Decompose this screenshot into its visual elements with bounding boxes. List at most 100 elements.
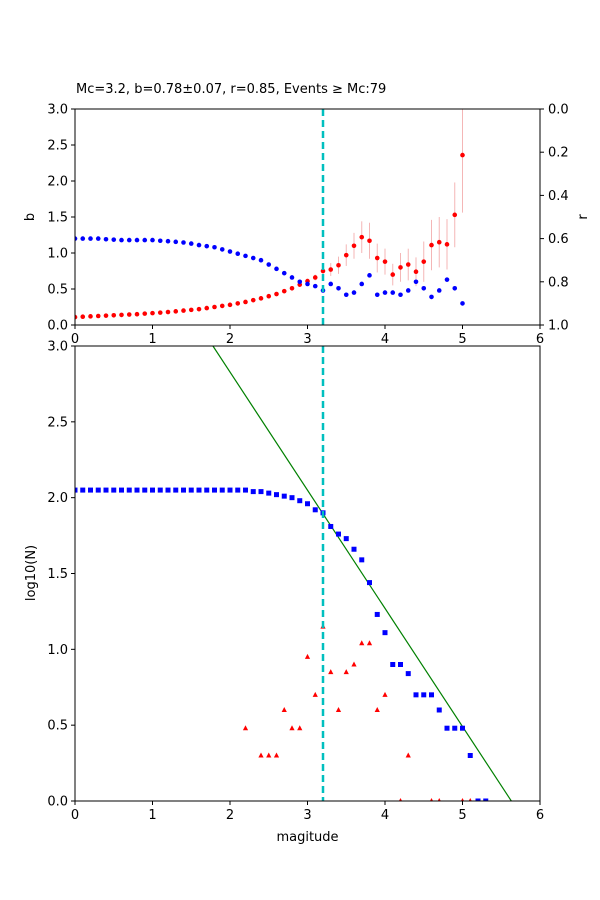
x-tick-label: 0 xyxy=(71,808,79,823)
data-point-square xyxy=(398,662,403,667)
data-point-square xyxy=(196,487,202,493)
data-point-r xyxy=(429,294,434,300)
x-tick-label: 2 xyxy=(226,332,234,347)
bottom-x-ticks: 0 1 2 3 4 5 6 xyxy=(71,801,544,823)
data-point-triangle xyxy=(289,725,295,731)
x-tick-label: 2 xyxy=(226,808,234,823)
data-point-square xyxy=(305,501,310,507)
x-tick-label: 4 xyxy=(381,332,389,347)
data-point-r xyxy=(274,266,279,272)
y-tick-label: 0.5 xyxy=(47,283,68,298)
data-point-square xyxy=(351,546,357,552)
data-point-square xyxy=(134,487,140,493)
data-point-r xyxy=(142,237,148,243)
top-right-axis-label: r xyxy=(576,214,591,220)
top-panel: Mc=3.2, b=0.78±0.07, r=0.85, Events ≥ Mc… xyxy=(23,82,591,347)
data-point-b xyxy=(266,293,272,299)
data-point-square xyxy=(150,487,155,493)
data-point-r xyxy=(111,237,117,242)
y-tick-label: 1.0 xyxy=(47,247,68,262)
y-tick-label-right: 0.2 xyxy=(548,146,569,161)
data-point-triangle xyxy=(343,669,349,675)
data-point-triangle xyxy=(297,725,303,731)
data-point-square xyxy=(359,557,365,563)
data-point-r xyxy=(390,290,396,295)
data-point-b xyxy=(274,291,279,297)
data-point-square xyxy=(475,798,481,801)
y-tick-label-right: 1.0 xyxy=(548,319,569,334)
data-point-b xyxy=(227,302,233,308)
data-point-b xyxy=(173,309,179,314)
data-point-b xyxy=(150,310,155,316)
data-point-square xyxy=(444,725,450,731)
data-point-r xyxy=(88,236,93,241)
data-point-square xyxy=(452,725,458,731)
data-point-square xyxy=(157,487,163,493)
x-tick-label: 5 xyxy=(458,808,466,823)
data-point-b xyxy=(367,238,372,244)
data-point-square xyxy=(142,487,148,493)
data-point-b xyxy=(88,314,93,319)
data-point-b xyxy=(212,304,217,310)
data-point-b xyxy=(398,265,403,270)
data-point-r xyxy=(212,244,217,250)
data-point-square xyxy=(111,487,117,493)
data-point-triangle xyxy=(429,798,434,801)
data-point-square xyxy=(336,531,341,537)
y-tick-label: 2.0 xyxy=(47,491,68,506)
top-panel-marks xyxy=(75,109,465,320)
data-point-triangle xyxy=(468,798,472,801)
data-point-triangle xyxy=(460,798,465,801)
y-tick-label-right: 0.0 xyxy=(548,103,569,118)
top-panel-title: Mc=3.2, b=0.78±0.07, r=0.85, Events ≥ Mc… xyxy=(76,82,386,97)
data-point-square xyxy=(460,725,465,731)
x-tick-label: 6 xyxy=(536,808,544,823)
data-point-square xyxy=(165,487,171,493)
y-tick-label-right: 0.4 xyxy=(548,189,569,204)
data-point-square xyxy=(88,487,93,493)
data-point-b xyxy=(243,299,248,305)
y-tick-label: 0.0 xyxy=(47,795,68,810)
data-point-r xyxy=(173,239,179,245)
data-point-r xyxy=(436,288,442,293)
data-point-triangle xyxy=(335,707,342,712)
data-point-triangle xyxy=(258,752,264,758)
data-point-b xyxy=(382,259,388,264)
top-y-ticks: 0.0 0.5 1.0 1.5 2.0 2.5 3.0 xyxy=(47,103,75,334)
data-point-b xyxy=(359,234,365,240)
data-point-b xyxy=(413,269,419,275)
data-point-triangle xyxy=(304,653,311,659)
data-point-r xyxy=(250,255,256,261)
data-point-triangle xyxy=(273,752,280,758)
data-point-square xyxy=(289,495,295,501)
data-point-r xyxy=(235,251,241,257)
data-point-square xyxy=(429,692,434,698)
data-point-r xyxy=(367,273,372,278)
data-point-r xyxy=(405,288,411,293)
data-point-r xyxy=(188,241,194,246)
data-point-square xyxy=(374,611,380,617)
data-point-b xyxy=(111,312,117,318)
data-point-b xyxy=(336,262,341,268)
data-point-b xyxy=(405,262,411,267)
top-x-ticks: 0 1 2 3 4 5 6 xyxy=(71,325,544,347)
data-point-b xyxy=(452,212,458,218)
data-point-triangle xyxy=(328,669,334,675)
x-tick-label: 6 xyxy=(536,332,544,347)
bottom-plot-area xyxy=(75,346,512,801)
data-point-square xyxy=(75,487,78,493)
data-point-square xyxy=(80,487,86,493)
x-tick-label: 3 xyxy=(303,808,311,823)
data-point-square xyxy=(212,487,217,493)
y-tick-label: 1.0 xyxy=(47,643,68,658)
data-point-b xyxy=(165,309,171,315)
x-tick-label: 0 xyxy=(71,332,79,347)
data-point-square xyxy=(367,580,372,586)
data-point-b xyxy=(429,242,434,248)
data-point-b xyxy=(188,307,194,313)
y-tick-label: 3.0 xyxy=(47,340,68,355)
data-point-b xyxy=(134,311,140,317)
data-point-triangle xyxy=(366,640,373,646)
data-point-b xyxy=(328,267,334,272)
